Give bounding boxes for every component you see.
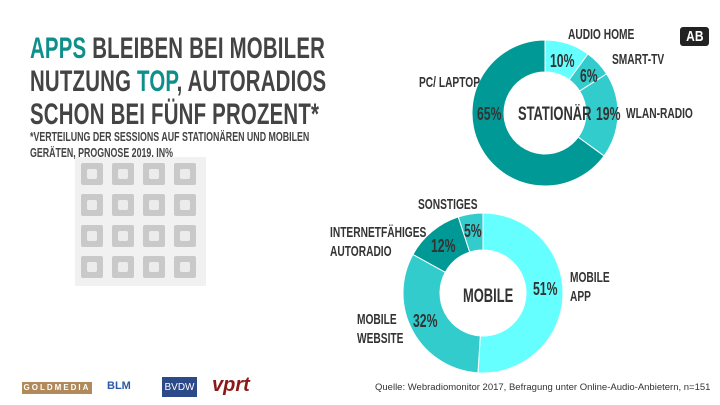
location-icon: [112, 194, 134, 216]
label-autoradio: INTERNETFÄHIGES AUTORADIO: [330, 224, 427, 260]
label-wlan-radio: WLAN-RADIO: [626, 105, 693, 122]
donut-slice-sonstiges: [457, 212, 484, 253]
label-smart-tv: SMART-TV: [612, 51, 665, 68]
badge-text: AB: [685, 28, 704, 45]
value-autoradio: 12%: [431, 236, 456, 256]
chart-icon: [143, 256, 165, 278]
camera2-icon: [81, 256, 103, 278]
photo-icon: [174, 256, 196, 278]
page-title: APPS BLEIBEN BEI MOBILER NUTZUNG TOP, AU…: [30, 32, 466, 131]
logo-vprt: vprt: [212, 374, 250, 396]
badge-ab: AB: [680, 27, 709, 46]
label-audio-home: AUDIO HOME: [568, 26, 635, 43]
logo-blm: BLM: [107, 380, 131, 392]
title-text: NUTZUNG: [30, 65, 138, 98]
value-sonstiges: 5%: [464, 221, 482, 241]
title-text: BLEIBEN BEI MOBILER: [86, 32, 326, 65]
value-smart-tv: 6%: [580, 66, 598, 86]
calendar-icon: [174, 163, 196, 185]
source-note: Quelle: Webradiomonitor 2017, Befragung …: [375, 382, 711, 393]
subtitle-line: *VERTEILUNG DER SESSIONS AUF STATIONÄREN…: [30, 129, 310, 144]
title-highlight: APPS: [30, 32, 87, 65]
center-label-mobile: MOBILE: [463, 286, 514, 307]
label-mobile-website: MOBILE WEBSITE: [357, 311, 404, 347]
title-text: , AUTORADIOS: [176, 65, 327, 98]
value-mobile-app: 51%: [533, 279, 558, 299]
bag-icon: [143, 163, 165, 185]
value-pc-laptop: 65%: [477, 104, 502, 124]
globe-icon: [112, 225, 134, 247]
label-pc-laptop: PC/ LAPTOP: [419, 74, 481, 91]
value-audio-home: 10%: [550, 51, 575, 71]
subtitle: *VERTEILUNG DER SESSIONS AUF STATIONÄREN…: [30, 129, 441, 161]
mail-icon: [81, 225, 103, 247]
calculator-icon: [174, 194, 196, 216]
subtitle-line: GERÄTEN, PROGNOSE 2019, IN%: [30, 145, 173, 160]
donut-slice-mobile-website: [402, 253, 481, 374]
music-icon: [174, 225, 196, 247]
chat-icon: [143, 194, 165, 216]
navigation-icon: [81, 163, 103, 185]
donut-slice-pc-laptop: [471, 39, 605, 187]
donut-slice-mobile-app: [477, 212, 564, 374]
value-wlan-radio: 19%: [596, 104, 621, 124]
app-icons-grid: [75, 157, 206, 286]
camera-icon: [81, 194, 103, 216]
label-mobile-app: MOBILE APP: [570, 269, 610, 305]
ticket-icon: [112, 163, 134, 185]
store-icon: [143, 225, 165, 247]
title-highlight: TOP: [137, 65, 177, 98]
title-text: SCHON BEI FÜNF PROZENT*: [30, 98, 320, 131]
label-sonstiges: SONSTIGES: [418, 196, 478, 213]
logo-goldmedia: GOLDMEDIA: [22, 382, 92, 394]
logo-bvdw: BVDW: [162, 377, 197, 397]
center-label-stationaer: STATIONÄR: [518, 104, 592, 125]
tablet-icon: [112, 256, 134, 278]
value-mobile-website: 32%: [413, 311, 438, 331]
